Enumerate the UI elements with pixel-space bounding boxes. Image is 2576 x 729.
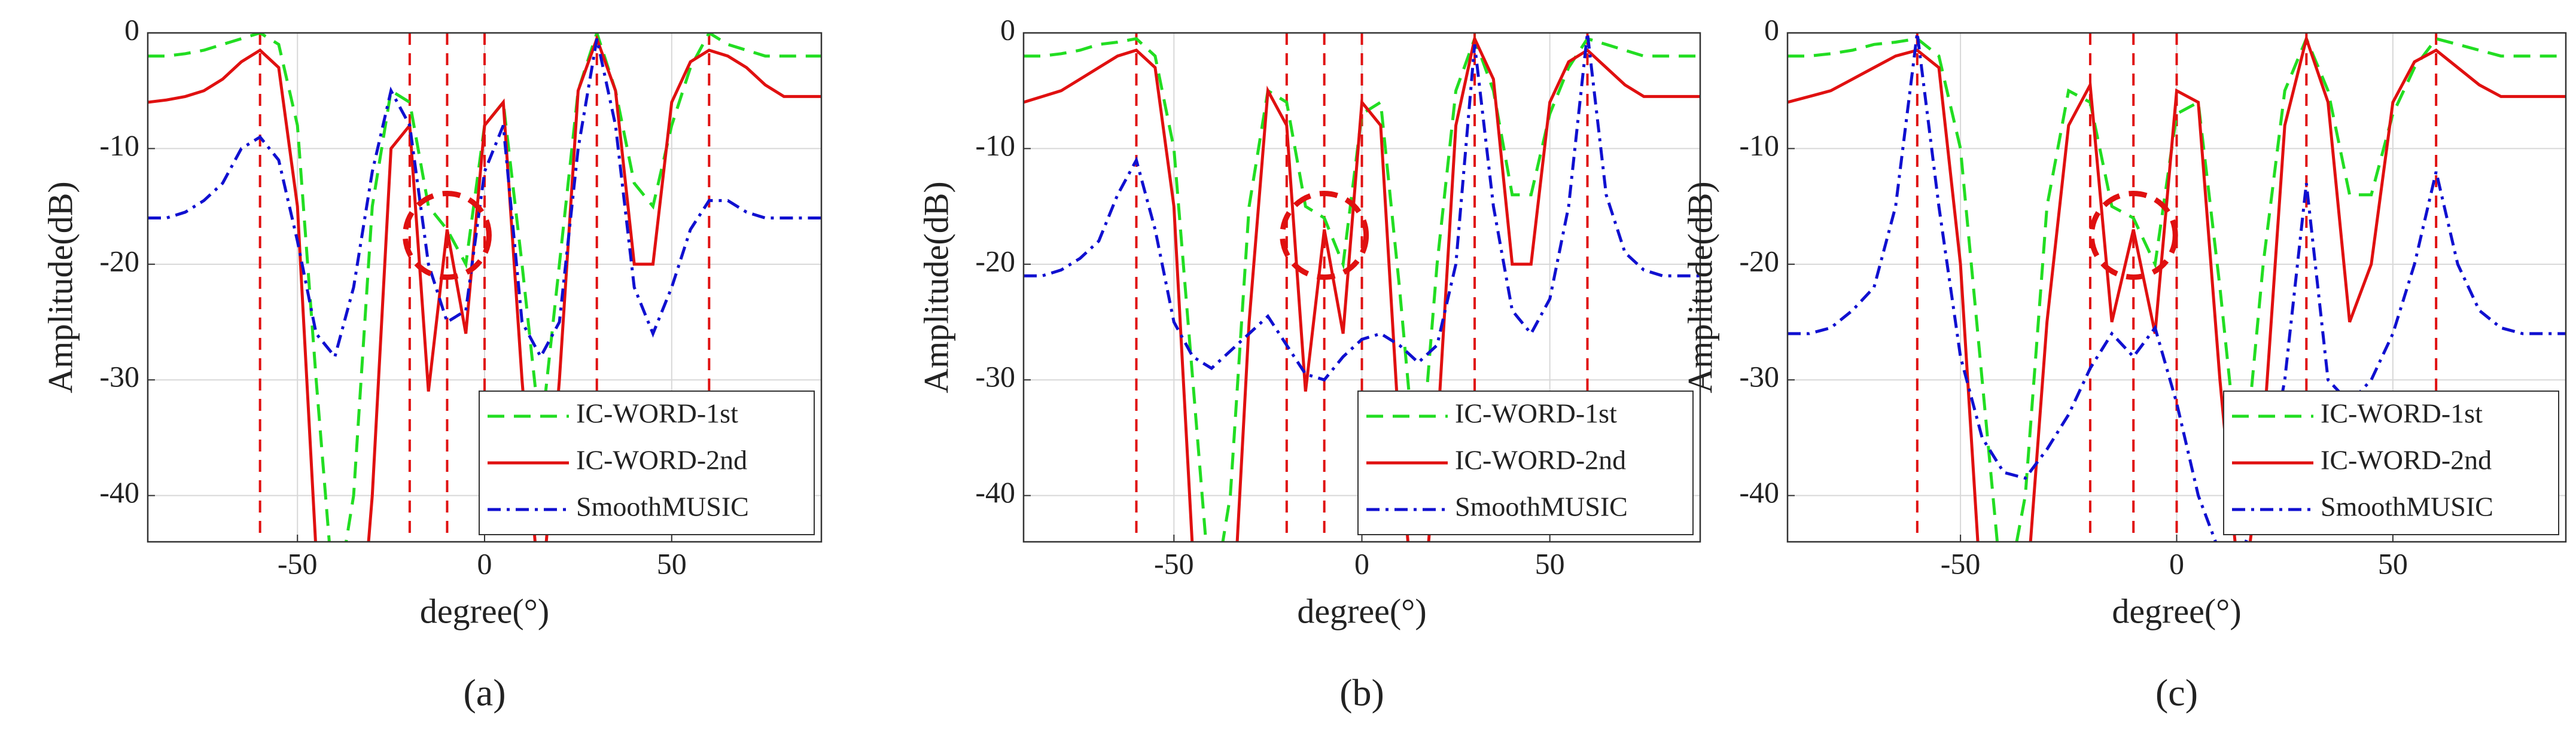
y-tick-label: -30	[99, 360, 139, 394]
panel-label: (a)	[463, 672, 506, 714]
x-tick-label: 50	[1535, 547, 1565, 580]
y-tick-label: 0	[124, 13, 139, 46]
legend-label: IC-WORD-2nd	[2321, 445, 2492, 475]
plot-frame	[1786, 32, 2567, 543]
x-tick-label: 0	[2169, 547, 2184, 580]
x-tick-label: -50	[1941, 547, 1981, 580]
panel-label: (c)	[2155, 672, 2198, 714]
x-tick-label: 0	[1354, 547, 1369, 580]
y-tick-label: -20	[99, 244, 139, 277]
y-axis-label: Amplitude(dB)	[916, 181, 955, 393]
series-line	[148, 38, 821, 360]
plot-content	[1788, 33, 2566, 542]
plot-frame	[147, 32, 823, 543]
y-tick-label: -40	[99, 475, 139, 509]
x-tick-label: -50	[278, 547, 318, 580]
highlight-circle	[1280, 190, 1369, 280]
y-tick-label: -10	[99, 129, 139, 162]
legend-label: SmoothMUSIC	[1455, 492, 1628, 522]
plot-content	[148, 33, 821, 542]
legend-label: IC-WORD-2nd	[1455, 445, 1626, 475]
highlight-circle	[2088, 190, 2178, 280]
panel-label: (b)	[1339, 672, 1384, 714]
x-axis-label: degree(°)	[1297, 591, 1426, 630]
y-tick-label: -40	[1739, 475, 1779, 509]
plot-frame	[1022, 32, 1701, 543]
legend-label: IC-WORD-1st	[1455, 398, 1617, 429]
x-tick-label: -50	[1154, 547, 1194, 580]
plot-content	[1024, 33, 1700, 542]
y-tick-label: -20	[975, 244, 1015, 277]
x-axis-label: degree(°)	[420, 591, 549, 630]
series-line	[1788, 33, 2566, 542]
y-tick-label: -10	[975, 129, 1015, 162]
x-tick-label: 50	[657, 547, 687, 580]
legend-label: SmoothMUSIC	[576, 492, 749, 522]
y-tick-label: -20	[1739, 244, 1779, 277]
y-tick-label: 0	[1764, 13, 1779, 46]
y-axis-label: Amplitude(dB)	[41, 181, 80, 393]
x-tick-label: 50	[2378, 547, 2408, 580]
legend-label: SmoothMUSIC	[2321, 492, 2493, 522]
highlight-circle	[402, 190, 492, 280]
series-line	[148, 34, 821, 542]
legend-label: IC-WORD-2nd	[576, 445, 747, 475]
series-line	[1024, 33, 1700, 542]
legend-label: IC-WORD-1st	[2321, 398, 2483, 429]
x-tick-label: 0	[477, 547, 492, 580]
y-tick-label: -10	[1739, 129, 1779, 162]
legend-label: IC-WORD-1st	[576, 398, 738, 429]
x-axis-label: degree(°)	[2112, 591, 2241, 630]
y-tick-label: -30	[1739, 360, 1779, 394]
series-line	[1024, 33, 1700, 382]
series-line	[1788, 33, 2566, 542]
y-tick-label: 0	[1000, 13, 1015, 46]
y-tick-label: -40	[975, 475, 1015, 509]
y-axis-label: Amplitude(dB)	[1680, 181, 1719, 393]
y-tick-label: -30	[975, 360, 1015, 394]
